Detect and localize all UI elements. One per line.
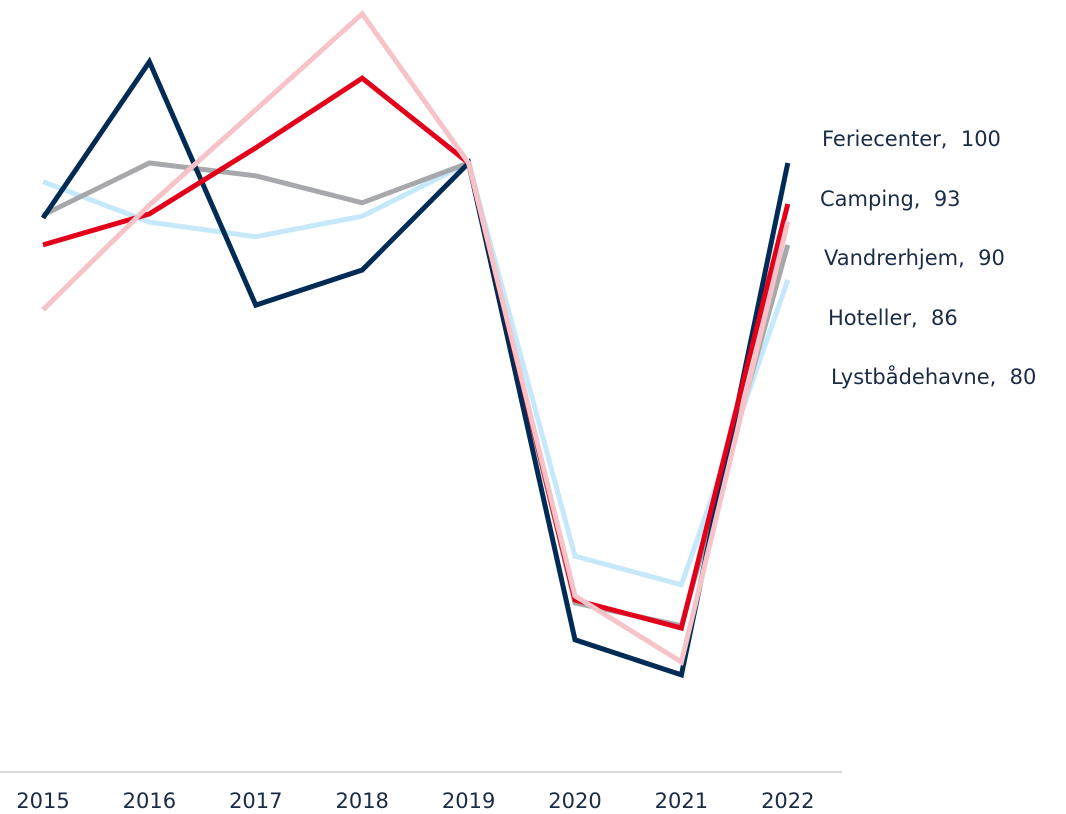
- series-line: [42, 75, 791, 632]
- end-label: Hoteller, 86: [828, 306, 958, 330]
- end-label: Feriecenter, 100: [822, 127, 1001, 151]
- x-tick-label: 2021: [655, 789, 708, 813]
- x-tick-label: 2020: [548, 789, 601, 813]
- x-tick-label: 2019: [442, 789, 495, 813]
- x-tick-label: 2015: [16, 789, 69, 813]
- end-label: Lystbådehavne, 80: [831, 364, 1036, 389]
- end-label: Vandrerhjem, 90: [824, 246, 1005, 270]
- series-line: [41, 10, 791, 666]
- end-label: Camping, 93: [820, 187, 961, 211]
- x-tick-label: 2018: [335, 789, 388, 813]
- series-line: [42, 159, 791, 588]
- x-tick-label: 2022: [761, 789, 814, 813]
- x-tick-label: 2016: [123, 789, 176, 813]
- series-line: [41, 159, 791, 629]
- series-line: [40, 56, 791, 679]
- x-tick-label: 2017: [229, 789, 282, 813]
